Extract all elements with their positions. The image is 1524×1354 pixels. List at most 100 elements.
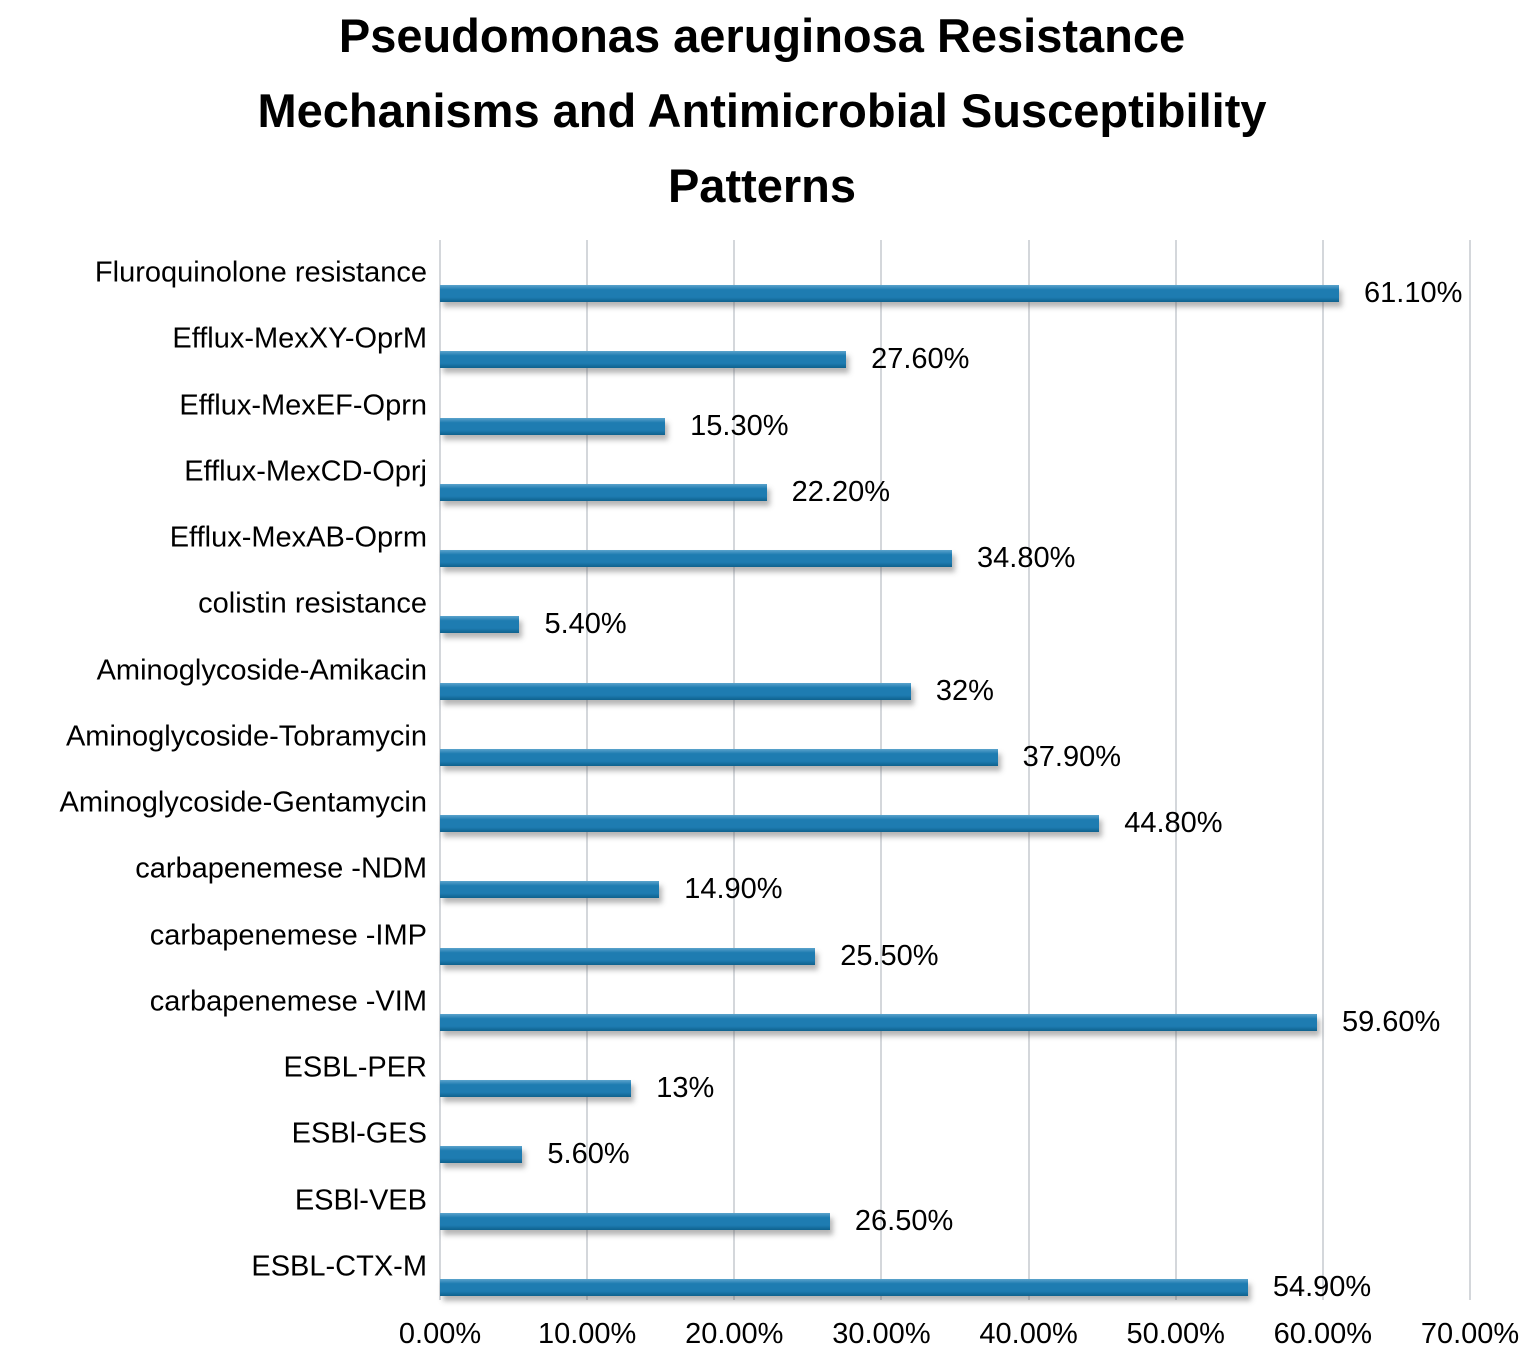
value-label: 37.90%	[1022, 740, 1122, 773]
category-label: Aminoglycoside-Tobramycin	[65, 720, 427, 753]
bar	[440, 1212, 830, 1230]
bar-line: 13%	[440, 1074, 1470, 1103]
bar-line: 32%	[440, 676, 1470, 705]
bar-line: 54.90%	[440, 1272, 1470, 1301]
bar-line: 27.60%	[440, 345, 1470, 374]
x-axis-tick-label: 20.00%	[685, 1318, 784, 1350]
value-label: 22.20%	[791, 475, 891, 508]
gridline	[1174, 240, 1177, 1300]
bar-rows: Fluroquinolone resistance 61.10% Efflux-…	[60, 240, 1470, 1301]
value-label: 13%	[656, 1072, 715, 1104]
bar	[440, 550, 953, 567]
chart-row: colistin resistance 5.40%	[198, 571, 1470, 639]
x-axis-tick-label: 30.00%	[832, 1318, 931, 1350]
bar	[440, 616, 520, 634]
value-label: 14.90%	[684, 873, 783, 906]
chart-row: Fluroquinolone resistance 61.10%	[95, 240, 1470, 308]
bar-line: 5.40%	[440, 610, 1470, 639]
gridline	[1027, 240, 1030, 1300]
bar-line: 25.50%	[440, 941, 1470, 970]
value-label: 32%	[935, 674, 994, 707]
gridline	[1469, 240, 1471, 1300]
value-label: 34.80%	[977, 542, 1076, 574]
chart-row: carbapenemese -NDM 14.90%	[135, 836, 1470, 904]
category-label: ESBL-PER	[283, 1051, 427, 1084]
bar	[440, 1278, 1248, 1296]
bar-line: 14.90%	[440, 875, 1470, 904]
chart-row: carbapenemese -IMP 25.50%	[150, 903, 1470, 970]
bar	[440, 417, 666, 435]
value-label: 27.60%	[871, 343, 970, 376]
chart-row: Efflux-MexXY-OprM 27.60%	[172, 306, 1470, 374]
bar	[440, 1080, 632, 1097]
chart-row: Efflux-MexEF-Oprn 15.30%	[179, 373, 1470, 440]
bar-line: 34.80%	[440, 544, 1470, 573]
chart-title-line-1: Pseudomonas aeruginosa Resistance	[338, 9, 1186, 62]
category-label: Fluroquinolone resistance	[94, 256, 427, 289]
category-label: Aminoglycoside-Gentamycin	[59, 786, 427, 819]
chart-title-line-2: Mechanisms and Antimicrobial Susceptibil…	[257, 84, 1267, 137]
bar-line: 61.10%	[440, 279, 1470, 308]
gridlines	[439, 240, 1471, 1300]
chart-row: Aminoglycoside-Amikacin 32%	[97, 638, 1470, 705]
x-axis-tick-label: 60.00%	[1273, 1318, 1373, 1350]
x-axis-tick-label: 50.00%	[1126, 1318, 1225, 1350]
x-axis-tick-label: 70.00%	[1420, 1318, 1520, 1350]
bar-line: 22.20%	[440, 477, 1470, 506]
gridline	[439, 240, 441, 1300]
bar-line: 37.90%	[440, 742, 1470, 771]
chart-row: carbapenemese -VIM 59.60%	[150, 969, 1470, 1036]
value-label: 59.60%	[1341, 1005, 1441, 1038]
chart-row: ESBL-CTX-M 54.90%	[251, 1234, 1470, 1301]
gridline	[1321, 240, 1324, 1300]
chart-row: Efflux-MexCD-Oprj 22.20%	[184, 439, 1470, 506]
category-label: carbapenemese -VIM	[149, 985, 427, 1018]
bar	[440, 1146, 523, 1164]
bar	[440, 881, 660, 899]
bar	[440, 748, 998, 766]
plot-area: Fluroquinolone resistance 61.10% Efflux-…	[60, 240, 1519, 1350]
gridline	[586, 240, 589, 1300]
bar	[440, 351, 847, 369]
category-label: carbapenemese -IMP	[149, 919, 427, 952]
x-axis-tick-label: 0.00%	[398, 1318, 482, 1350]
gridline	[733, 240, 736, 1300]
gridline	[880, 240, 883, 1300]
category-label: Efflux-MexAB-Oprm	[169, 521, 427, 554]
value-label: 26.50%	[854, 1204, 954, 1237]
value-label: 5.60%	[547, 1138, 630, 1171]
value-label: 54.90%	[1272, 1270, 1372, 1303]
category-label: colistin resistance	[198, 587, 427, 620]
chart-title: Pseudomonas aeruginosa Resistance Mechan…	[142, 0, 1382, 223]
value-label: 44.80%	[1124, 807, 1223, 839]
category-label: carbapenemese -NDM	[135, 852, 427, 885]
category-label: Aminoglycoside-Amikacin	[96, 654, 427, 687]
value-label: 15.30%	[690, 409, 789, 442]
chart-row: Aminoglycoside-Tobramycin 37.90%	[66, 704, 1470, 771]
bar	[440, 815, 1100, 832]
chart-row: ESBl-GES 5.60%	[292, 1101, 1470, 1169]
bar-line: 44.80%	[440, 809, 1470, 838]
chart-row: ESBL-PER 13%	[284, 1035, 1470, 1103]
chart-row: Aminoglycoside-Gentamycin 44.80%	[60, 770, 1470, 838]
category-label: Efflux-MexCD-Oprj	[184, 455, 427, 488]
category-label: Efflux-MexEF-Oprn	[179, 389, 427, 422]
category-label: Efflux-MexXY-OprM	[172, 322, 427, 355]
value-label: 61.10%	[1364, 277, 1463, 309]
x-axis-tick-label: 40.00%	[979, 1318, 1078, 1350]
x-axis-tick-label: 10.00%	[537, 1318, 637, 1350]
value-label: 25.50%	[840, 939, 939, 972]
category-label: ESBl-VEB	[294, 1184, 427, 1217]
bar-line: 15.30%	[440, 411, 1470, 440]
bar	[440, 285, 1340, 302]
bar	[440, 682, 911, 700]
value-label: 5.40%	[544, 608, 627, 641]
category-label: ESBL-CTX-M	[251, 1250, 427, 1283]
bar	[440, 1013, 1317, 1031]
chart-title-line-3: Patterns	[667, 159, 857, 212]
bar-line: 59.60%	[440, 1007, 1470, 1036]
bar-line: 5.60%	[440, 1140, 1470, 1169]
bar	[440, 483, 767, 501]
chart-row: Efflux-MexAB-Oprm 34.80%	[170, 505, 1470, 573]
